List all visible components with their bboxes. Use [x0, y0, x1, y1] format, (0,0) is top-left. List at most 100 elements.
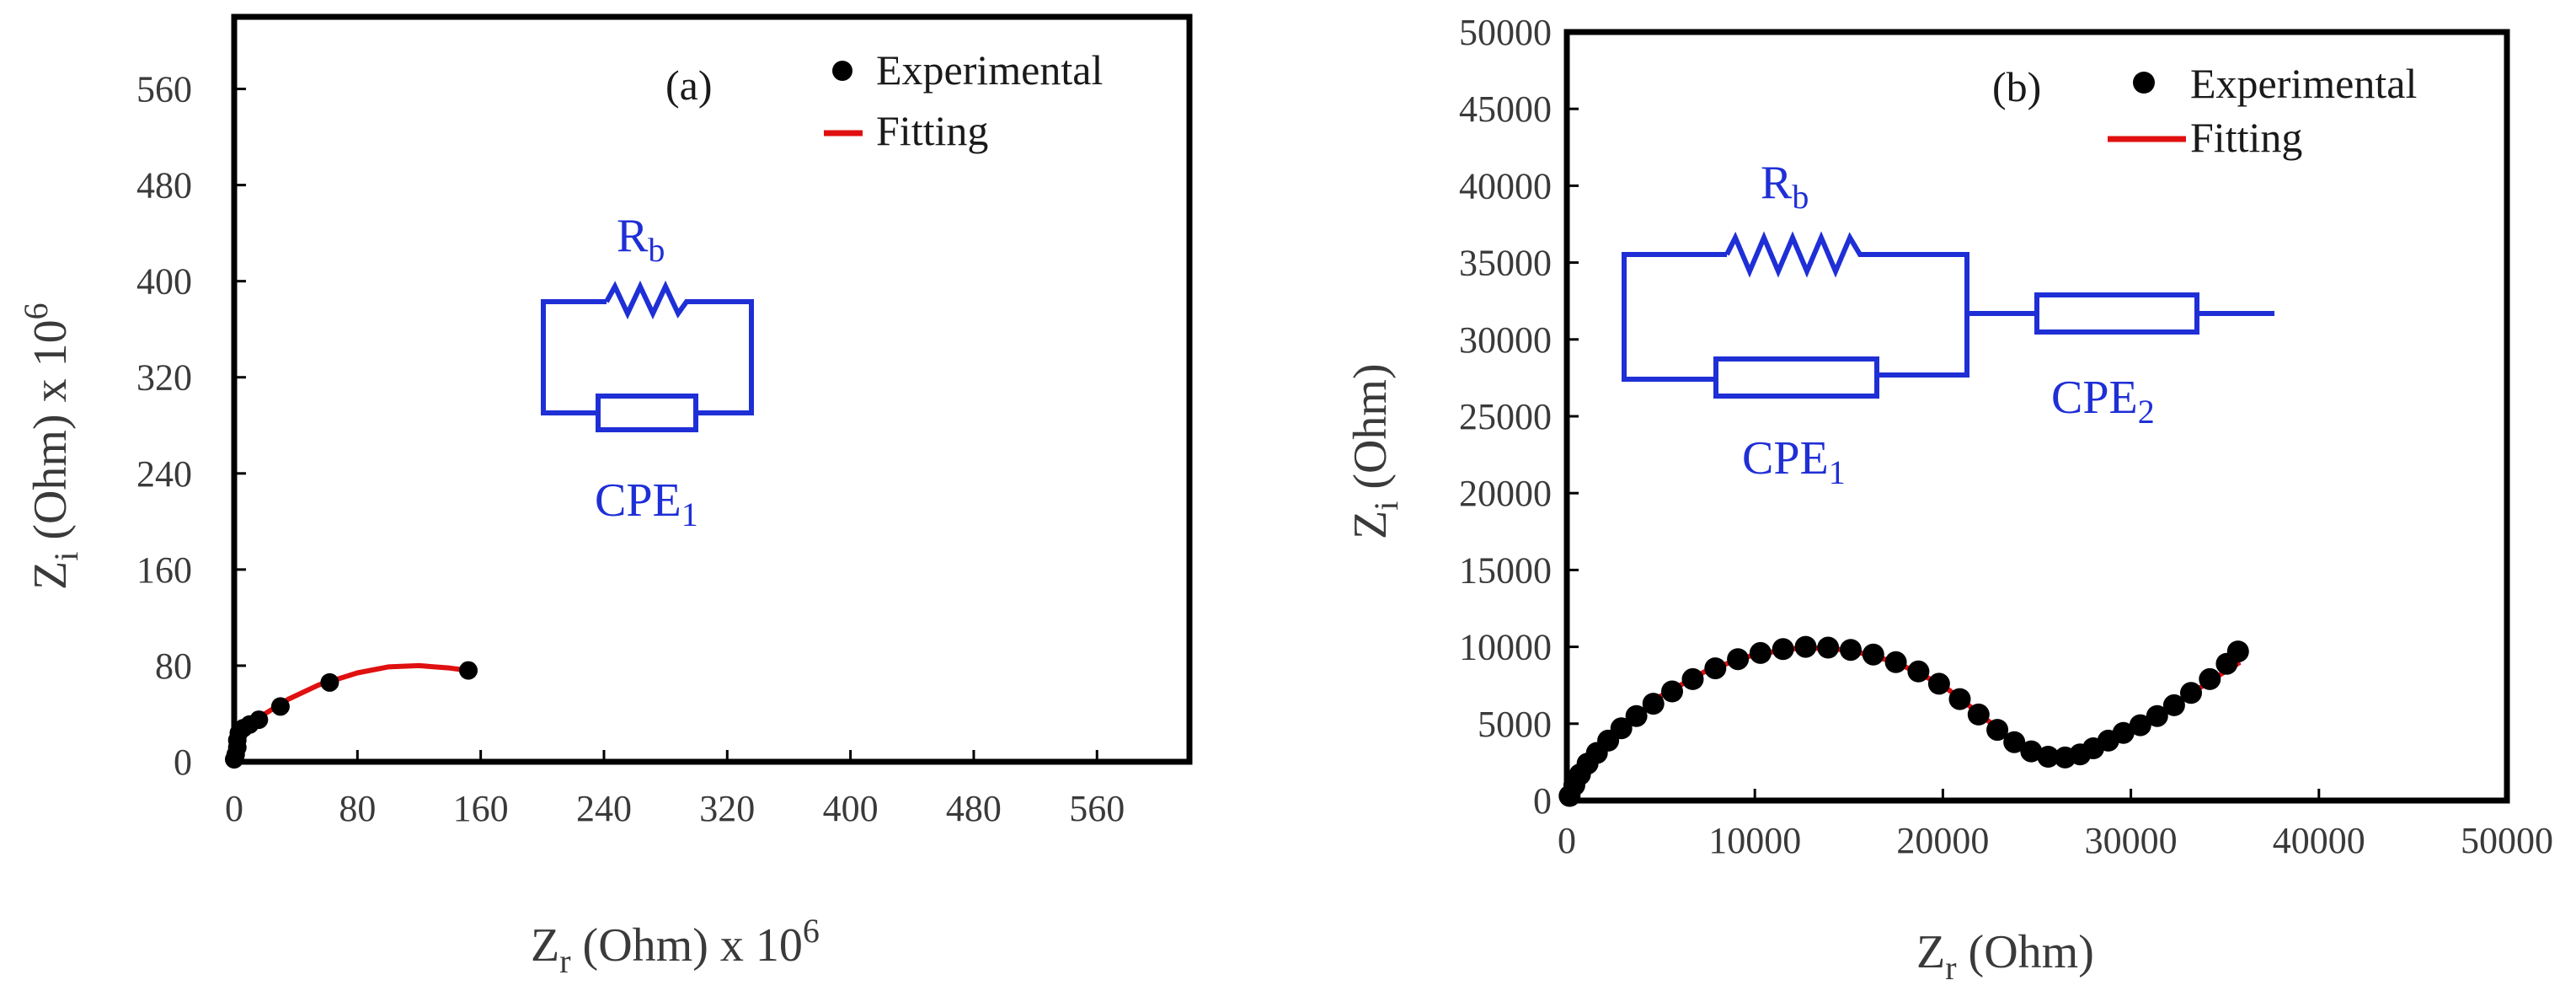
data-point [2226, 640, 2249, 663]
data-point [1840, 639, 1862, 662]
x-tick-label: 560 [1069, 788, 1125, 829]
data-point [1862, 643, 1884, 666]
data-point [1625, 704, 1648, 727]
x-tick-label: 160 [453, 788, 509, 829]
x-tick-label: 240 [576, 788, 632, 829]
y-tick-label: 480 [136, 165, 192, 206]
circuit-wire-left-b [1622, 252, 1727, 382]
x-tick-label: 10000 [1708, 820, 1801, 861]
data-point [1884, 651, 1907, 673]
x-tick-label: 400 [823, 788, 879, 829]
circuit-wire-a [541, 299, 607, 415]
panel-label-a: (a) [665, 62, 713, 109]
cpe1-element-b [1713, 356, 1879, 399]
data-point [1986, 719, 2009, 742]
data-point [1794, 635, 1817, 658]
data-point [2112, 721, 2135, 744]
experimental-series-a [225, 661, 478, 769]
data-point [1967, 703, 1990, 726]
y-ticks-b: 0 5000 10000 15000 20000 25000 30000 35000 40000… [1459, 12, 1579, 822]
data-point [2146, 704, 2168, 727]
cpe1-label-a: CPE1 [595, 474, 698, 533]
data-point [1727, 648, 1750, 671]
data-point [2129, 714, 2151, 737]
legend-marker-experimental-a [832, 61, 852, 81]
resistor-label-b: Rb [1761, 157, 1809, 216]
x-tick-label: 0 [1558, 820, 1576, 861]
x-axis-title-a: Zr (Ohm) x 106 [531, 912, 820, 980]
cpe1-element-a [596, 394, 698, 432]
x-tick-label: 480 [946, 788, 1002, 829]
y-ticks-a: 0 80 160 240 320 400 480 560 [136, 69, 246, 783]
data-point [1610, 717, 1633, 740]
x-axis-title-b: Zr (Ohm) [1916, 926, 2094, 987]
y-tick-label: 240 [136, 453, 192, 495]
y-axis-title-b: Zi (Ohm) [1344, 363, 1405, 539]
data-point [1661, 680, 1683, 703]
y-tick-label: 400 [136, 261, 192, 303]
equivalent-circuit-b: Rb CPE1 CPE2 [1622, 157, 2274, 491]
panel-label-b: (b) [1992, 63, 2041, 110]
circuit-wire-right-a [696, 299, 754, 415]
x-tick-label: 40000 [2273, 820, 2365, 861]
chart-panel-b: 0 5000 10000 15000 20000 25000 30000 35000 40000… [1344, 12, 2553, 987]
cpe2-label-b: CPE2 [2051, 372, 2155, 431]
circuit-wire-right-b [1868, 252, 1969, 378]
y-tick-label: 560 [136, 69, 192, 110]
y-tick-label: 15000 [1459, 549, 1552, 591]
fitting-series-a [232, 662, 469, 763]
legend-label-fitting-b: Fitting [2190, 114, 2302, 161]
y-tick-label: 20000 [1459, 473, 1552, 514]
data-point [1681, 667, 1704, 690]
data-point [2003, 731, 2026, 753]
x-tick-label: 320 [699, 788, 755, 829]
y-tick-label: 45000 [1459, 88, 1552, 130]
data-point [1948, 688, 1971, 710]
y-tick-label: 25000 [1459, 396, 1552, 437]
data-point [249, 710, 269, 730]
data-point [2162, 694, 2185, 716]
data-point [270, 697, 290, 716]
y-tick-label: 160 [136, 549, 192, 591]
data-point [459, 661, 478, 680]
y-tick-label: 0 [1533, 780, 1552, 822]
plot-frame-a [231, 13, 1193, 765]
y-tick-label: 320 [136, 357, 192, 399]
y-tick-label: 30000 [1459, 319, 1552, 361]
data-point [320, 672, 339, 692]
data-point [1927, 672, 1950, 695]
x-ticks-a: 0 80 160 240 320 400 480 560 [225, 750, 1125, 829]
plot-frame-b [1563, 29, 2510, 804]
x-tick-label: 80 [339, 788, 376, 829]
chart-panel-a: 0 80 160 240 320 400 480 560 0 80 160 240 320 400 480… [17, 13, 1193, 980]
data-point [2180, 682, 2202, 704]
y-tick-label: 10000 [1459, 627, 1552, 668]
equivalent-circuit-a: Rb CPE1 [541, 210, 754, 533]
y-tick-label: 80 [155, 645, 192, 687]
x-tick-label: 50000 [2461, 820, 2553, 861]
fitting-line [232, 662, 469, 763]
x-ticks-b: 0 10000 20000 30000 40000 50000 [1558, 789, 2553, 861]
data-point [1817, 636, 1840, 659]
y-axis-title-a: Zi (Ohm) x 106 [17, 303, 85, 590]
x-tick-label: 0 [225, 788, 243, 829]
legend-label-experimental-a: Experimental [876, 46, 1103, 94]
legend-label-experimental-b: Experimental [2190, 60, 2417, 107]
data-point [1642, 693, 1665, 715]
data-point [2199, 667, 2221, 690]
data-point [2037, 746, 2060, 768]
resistor-label-a: Rb [617, 210, 665, 269]
data-point [2020, 740, 2043, 763]
y-tick-label: 40000 [1459, 165, 1552, 206]
experimental-series-b [1558, 635, 2249, 807]
cpe2-element-b [2034, 292, 2199, 335]
data-point [1704, 657, 1727, 680]
x-tick-label: 30000 [2085, 820, 2178, 861]
data-point [1772, 638, 1794, 661]
x-tick-label: 20000 [1896, 820, 1989, 861]
data-point [1907, 660, 1930, 683]
data-point [1749, 641, 1772, 664]
resistor-rb-a [604, 280, 696, 320]
y-tick-label: 0 [174, 742, 192, 783]
